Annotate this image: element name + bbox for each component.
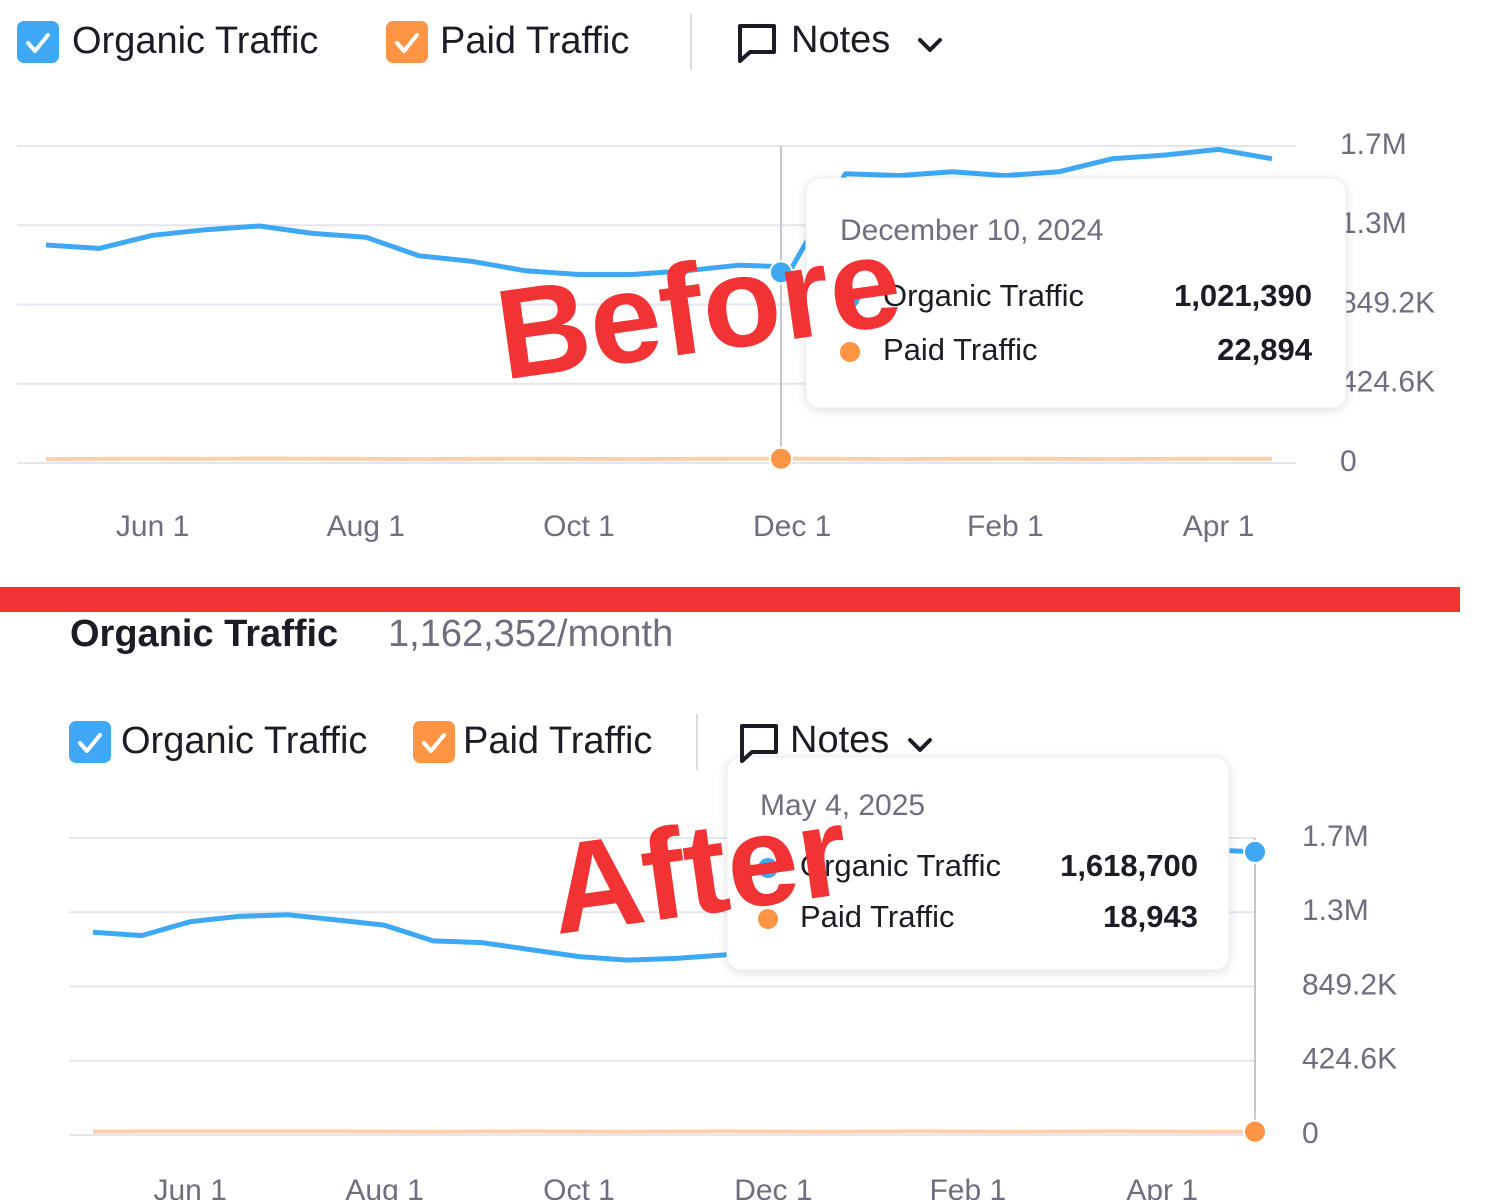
y-tick-label: 1.7M xyxy=(1302,820,1369,853)
chart-subtitle: 1,162,352/month xyxy=(388,613,673,655)
organic-line xyxy=(45,146,1273,277)
y-tick-label: 424.6K xyxy=(1302,1043,1397,1076)
legend-item[interactable]: Organic Traffic xyxy=(69,720,367,763)
legend-item[interactable]: Paid Traffic xyxy=(413,720,652,763)
tooltip: May 4, 2025 Organic Traffic 1,618,700 Paid … xyxy=(726,756,1230,971)
notes-button[interactable]: Notes xyxy=(740,719,932,763)
x-tick-label: Oct 1 xyxy=(543,1174,615,1200)
hover-dot xyxy=(769,446,793,471)
paid-line xyxy=(92,1129,1260,1134)
tooltip-value: 1,618,700 xyxy=(1060,848,1198,883)
legend-item[interactable]: Paid Traffic xyxy=(386,20,629,63)
chevron xyxy=(918,38,942,52)
hover-dot xyxy=(1243,839,1267,864)
legend-checkbox xyxy=(413,721,455,763)
notes-icon xyxy=(738,24,776,63)
legend-checkbox xyxy=(17,21,59,63)
x-tick-label: Dec 1 xyxy=(753,510,831,543)
tooltip-dot xyxy=(758,858,778,878)
legend-label: Organic Traffic xyxy=(72,20,318,62)
tooltip-series-name: Organic Traffic xyxy=(800,848,1001,883)
legend-label: Paid Traffic xyxy=(463,720,652,762)
legend-label: Organic Traffic xyxy=(121,720,367,762)
legend-item[interactable]: Organic Traffic xyxy=(17,20,318,63)
tooltip-value: 18,943 xyxy=(1103,899,1198,934)
y-tick-label: 849.2K xyxy=(1340,286,1435,319)
notes-label: Notes xyxy=(790,719,889,761)
x-tick-label: Dec 1 xyxy=(734,1174,812,1200)
x-tick-label: Apr 1 xyxy=(1183,510,1255,543)
tooltip-dot xyxy=(840,288,860,308)
legend-checkbox xyxy=(386,21,428,63)
y-tick-label: 424.6K xyxy=(1340,366,1435,399)
tooltip-date: December 10, 2024 xyxy=(840,214,1104,247)
x-tick-label: Feb 1 xyxy=(929,1174,1006,1200)
tooltip-value: 22,894 xyxy=(1217,332,1313,367)
checkmark xyxy=(422,733,446,753)
tooltip-series-name: Organic Traffic xyxy=(883,278,1084,313)
legend-checkbox xyxy=(69,721,111,763)
hover-dot xyxy=(769,260,793,285)
x-tick-label: Oct 1 xyxy=(543,510,615,543)
legend-label: Paid Traffic xyxy=(440,20,629,62)
checkmark xyxy=(26,33,50,53)
x-tick-label: Apr 1 xyxy=(1126,1174,1198,1200)
checkmark xyxy=(78,733,102,753)
y-tick-label: 1.3M xyxy=(1340,207,1407,240)
paid-line xyxy=(45,456,1272,462)
notes-icon xyxy=(740,724,778,763)
y-tick-label: 0 xyxy=(1302,1117,1319,1150)
tooltip-value: 1,021,390 xyxy=(1174,278,1312,313)
tooltip-box xyxy=(726,756,1230,971)
tooltip-date: May 4, 2025 xyxy=(760,789,925,822)
x-tick-label: Jun 1 xyxy=(116,510,189,543)
chart-title: Organic Traffic xyxy=(70,613,338,655)
y-tick-label: 0 xyxy=(1340,445,1357,478)
x-tick-label: Aug 1 xyxy=(327,510,405,543)
tooltip-series-name: Paid Traffic xyxy=(800,899,955,934)
hover-dot xyxy=(1243,1119,1267,1144)
divider xyxy=(0,587,1460,612)
x-tick-label: Jun 1 xyxy=(154,1174,227,1200)
tooltip-box xyxy=(805,177,1347,409)
y-tick-label: 849.2K xyxy=(1302,968,1397,1001)
y-tick-label: 1.7M xyxy=(1340,128,1407,161)
notes-button[interactable]: Notes xyxy=(738,19,942,63)
x-tick-label: Aug 1 xyxy=(345,1174,423,1200)
tooltip-dot xyxy=(840,342,860,362)
notes-label: Notes xyxy=(791,19,890,61)
y-tick-label: 1.3M xyxy=(1302,894,1369,927)
checkmark xyxy=(395,33,419,53)
tooltip-series-name: Paid Traffic xyxy=(883,332,1038,367)
x-tick-label: Feb 1 xyxy=(967,510,1044,543)
chart: Organic Traffic 1,162,352/month 0 424.6K 849… xyxy=(69,613,1397,1200)
tooltip-dot xyxy=(758,909,778,929)
tooltip: December 10, 2024 Organic Traffic 1,021,39… xyxy=(805,177,1347,409)
chevron xyxy=(908,738,932,752)
